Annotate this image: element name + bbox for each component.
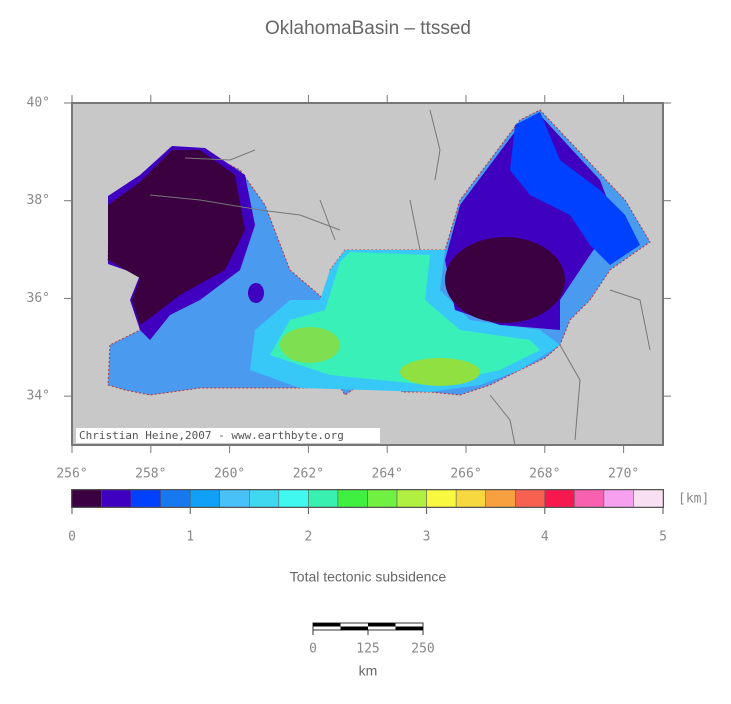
x-tick-label: 264° (372, 467, 403, 482)
colorbar-swatch (130, 489, 161, 508)
colorbar-swatch (249, 489, 280, 508)
y-tick-label: 36° (27, 291, 50, 306)
colorbar-tick-label: 2 (304, 530, 312, 545)
scale-bar-segment (313, 623, 341, 627)
scale-unit: km (359, 663, 378, 679)
colorbar-swatch (515, 489, 546, 508)
scale-tick-label: 250 (411, 642, 434, 657)
scale-bar-segment (395, 626, 423, 630)
colorbar-swatch (603, 489, 634, 508)
colorbar-tick-label: 5 (659, 530, 667, 545)
colorbar-swatch (426, 489, 457, 508)
colorbar-swatch (278, 489, 309, 508)
colorbar-swatch (337, 489, 368, 508)
x-tick-label: 256° (56, 467, 87, 482)
colorbar-swatch (101, 489, 132, 508)
y-tick-label: 40° (27, 96, 50, 111)
x-tick-label: 266° (450, 467, 481, 482)
scale-bar-segment (340, 626, 368, 630)
rivers (149, 109, 651, 446)
colorbar-swatch (189, 489, 220, 508)
colorbar-swatch (160, 489, 191, 508)
y-tick-label: 38° (27, 193, 50, 208)
colorbar-swatch (574, 489, 605, 508)
map-frame (71, 102, 664, 446)
x-tick-label: 268° (529, 467, 560, 482)
colorbar-swatch (455, 489, 486, 508)
colorbar-tick-label: 3 (423, 530, 431, 545)
colorbar-swatch (219, 489, 250, 508)
x-tick-label: 258° (135, 467, 166, 482)
colorbar-swatch (71, 489, 102, 508)
colorbar-tick-label: 4 (541, 530, 549, 545)
colorbar-swatch (308, 489, 339, 508)
colorbar-label: Total tectonic subsidence (290, 569, 447, 585)
colorbar-swatch (396, 489, 427, 508)
scale-tick-label: 0 (309, 642, 317, 657)
y-tick-label: 34° (27, 389, 50, 404)
x-tick-label: 260° (214, 467, 245, 482)
colorbar-unit: [km] (678, 492, 709, 507)
colorbar-swatch (544, 489, 575, 508)
colorbar-swatch (485, 489, 516, 508)
colorbar-tick-label: 0 (68, 530, 76, 545)
colorbar-swatch (367, 489, 398, 508)
credit: Christian Heine,2007 - www.earthbyte.org (79, 429, 344, 442)
title: OklahomaBasin – ttssed (265, 18, 471, 39)
credit-box (76, 428, 380, 443)
x-tick-label: 270° (608, 467, 639, 482)
colorbar-tick-label: 1 (186, 530, 194, 545)
scale-tick-label: 125 (356, 642, 379, 657)
basin (107, 109, 651, 396)
colorbar-swatch (633, 489, 664, 508)
scale-bar-segment (368, 623, 396, 627)
x-tick-label: 262° (293, 467, 324, 482)
